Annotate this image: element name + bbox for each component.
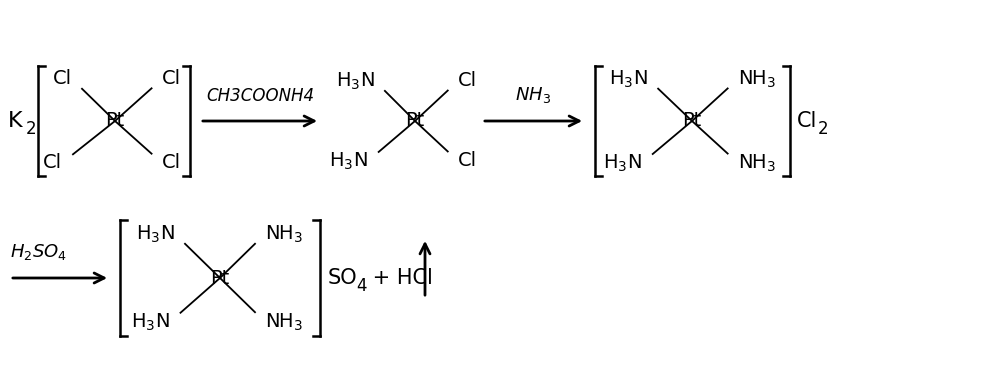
Text: Cl: Cl — [162, 154, 181, 173]
Text: Cl: Cl — [43, 154, 62, 173]
Text: 4: 4 — [356, 277, 366, 295]
Text: H$_3$N: H$_3$N — [329, 151, 368, 172]
Text: NH$_3$: NH$_3$ — [265, 312, 303, 333]
Text: Pt: Pt — [210, 269, 230, 288]
Text: NH$_3$: NH$_3$ — [515, 85, 552, 105]
Text: 2: 2 — [26, 120, 37, 138]
Text: Pt: Pt — [105, 112, 125, 130]
Text: SO: SO — [328, 268, 358, 288]
Text: Cl: Cl — [162, 69, 181, 88]
Text: NH$_3$: NH$_3$ — [265, 223, 303, 245]
Text: H$_3$N: H$_3$N — [336, 70, 375, 91]
Text: NH$_3$: NH$_3$ — [738, 152, 776, 174]
Text: CH3COONH4: CH3COONH4 — [206, 87, 314, 105]
Text: Pt: Pt — [405, 112, 425, 130]
Text: H$_3$N: H$_3$N — [136, 223, 175, 245]
Text: K: K — [8, 111, 23, 131]
Text: Cl: Cl — [797, 111, 817, 131]
Text: NH$_3$: NH$_3$ — [738, 68, 776, 90]
Text: Cl: Cl — [53, 69, 72, 88]
Text: Pt: Pt — [682, 112, 702, 130]
Text: H$_2$SO$_4$: H$_2$SO$_4$ — [10, 242, 67, 262]
Text: H$_3$N: H$_3$N — [603, 152, 642, 174]
Text: H$_3$N: H$_3$N — [131, 312, 170, 333]
Text: + HCl: + HCl — [366, 268, 433, 288]
Text: H$_3$N: H$_3$N — [609, 68, 648, 90]
Text: Cl: Cl — [458, 151, 477, 171]
Text: 2: 2 — [818, 120, 829, 138]
Text: Cl: Cl — [458, 71, 477, 90]
